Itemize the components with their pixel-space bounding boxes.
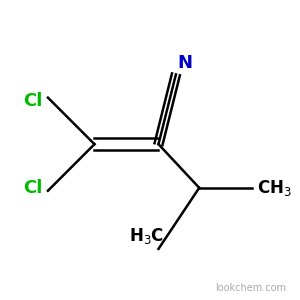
Text: N: N xyxy=(177,54,192,72)
Text: CH$_3$: CH$_3$ xyxy=(257,178,292,198)
Text: Cl: Cl xyxy=(23,179,42,197)
Text: Cl: Cl xyxy=(23,92,42,110)
Text: lookchem.com: lookchem.com xyxy=(215,283,286,292)
Text: H$_3$C: H$_3$C xyxy=(129,226,164,246)
